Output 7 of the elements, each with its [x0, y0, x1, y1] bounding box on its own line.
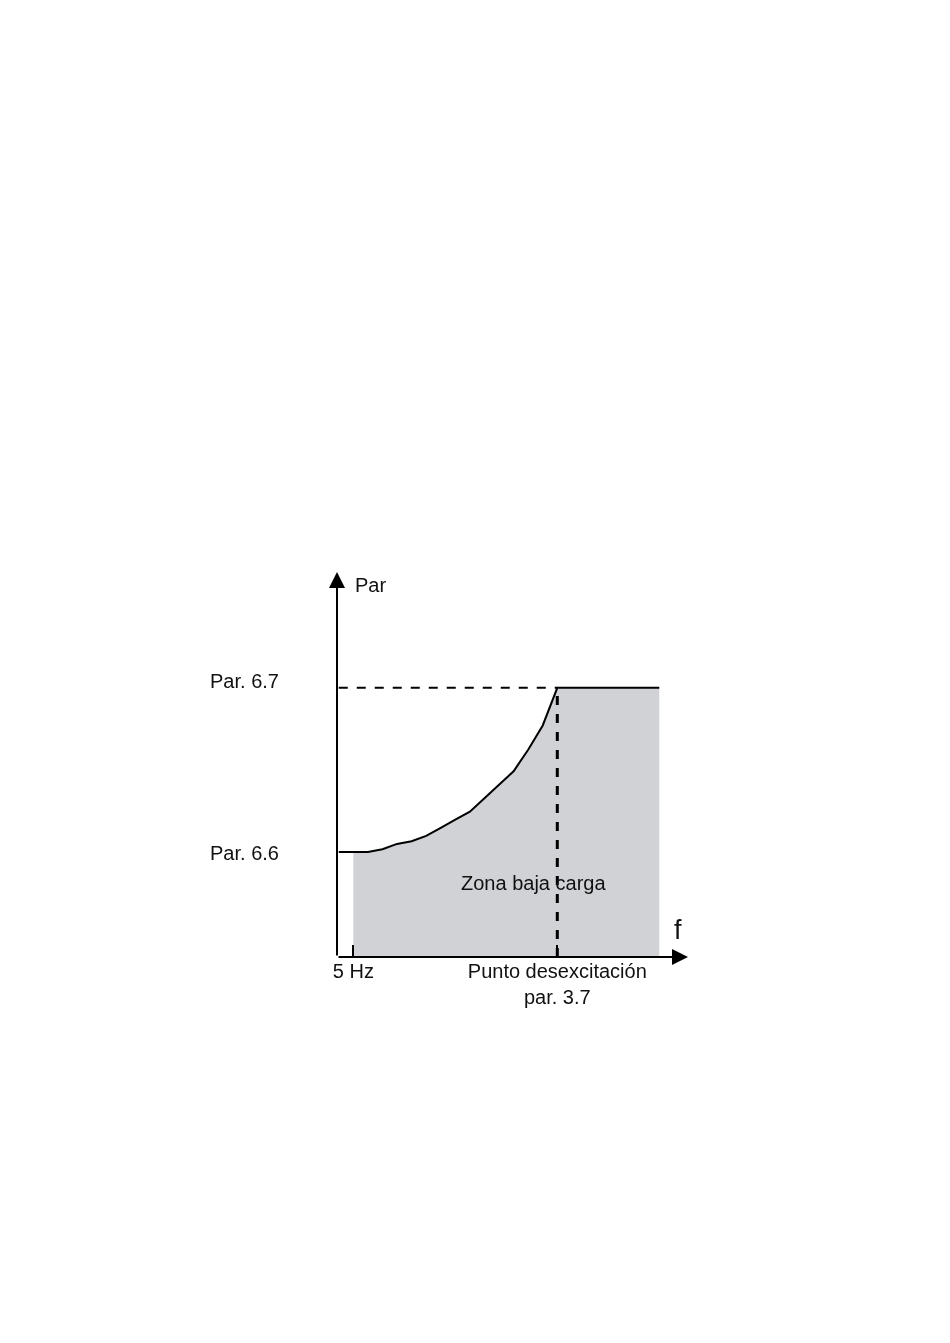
x-axis-title: f	[674, 915, 682, 945]
text: Par. 6.7	[210, 670, 279, 692]
y-axis-title: Par	[355, 574, 387, 596]
x-tick-label: 5 Hz	[332, 960, 374, 982]
text: Par. 6.6	[210, 842, 279, 864]
x-tick-label: Punto desexcitación par. 3.7	[467, 960, 647, 1008]
annotation: Zona baja carga	[461, 872, 607, 894]
